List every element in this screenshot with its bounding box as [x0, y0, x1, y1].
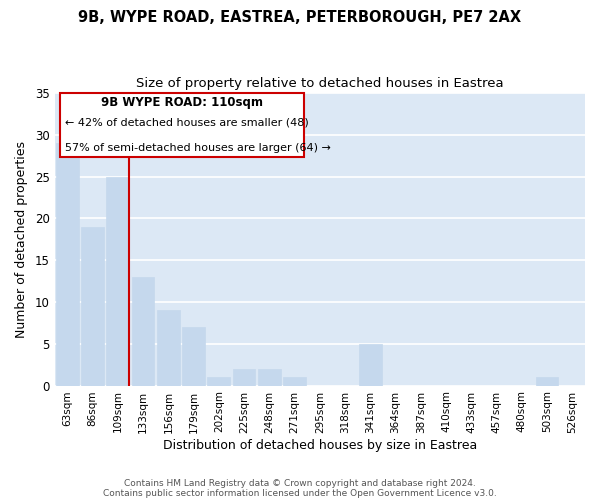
Bar — [233, 369, 256, 386]
X-axis label: Distribution of detached houses by size in Eastrea: Distribution of detached houses by size … — [163, 440, 477, 452]
Bar — [157, 310, 179, 386]
Text: ← 42% of detached houses are smaller (48): ← 42% of detached houses are smaller (48… — [65, 118, 309, 128]
Bar — [56, 143, 79, 386]
Bar — [359, 344, 382, 386]
Text: 9B, WYPE ROAD, EASTREA, PETERBOROUGH, PE7 2AX: 9B, WYPE ROAD, EASTREA, PETERBOROUGH, PE… — [79, 10, 521, 25]
FancyBboxPatch shape — [60, 93, 304, 158]
Text: Contains HM Land Registry data © Crown copyright and database right 2024.: Contains HM Land Registry data © Crown c… — [124, 478, 476, 488]
Y-axis label: Number of detached properties: Number of detached properties — [15, 141, 28, 338]
Bar — [536, 377, 559, 386]
Bar — [258, 369, 281, 386]
Bar — [182, 327, 205, 386]
Title: Size of property relative to detached houses in Eastrea: Size of property relative to detached ho… — [136, 78, 503, 90]
Bar — [208, 377, 230, 386]
Text: Contains public sector information licensed under the Open Government Licence v3: Contains public sector information licen… — [103, 488, 497, 498]
Text: 9B WYPE ROAD: 110sqm: 9B WYPE ROAD: 110sqm — [101, 96, 263, 109]
Bar — [132, 277, 154, 386]
Text: 57% of semi-detached houses are larger (64) →: 57% of semi-detached houses are larger (… — [65, 143, 331, 153]
Bar — [283, 377, 306, 386]
Bar — [106, 176, 129, 386]
Bar — [81, 227, 104, 386]
